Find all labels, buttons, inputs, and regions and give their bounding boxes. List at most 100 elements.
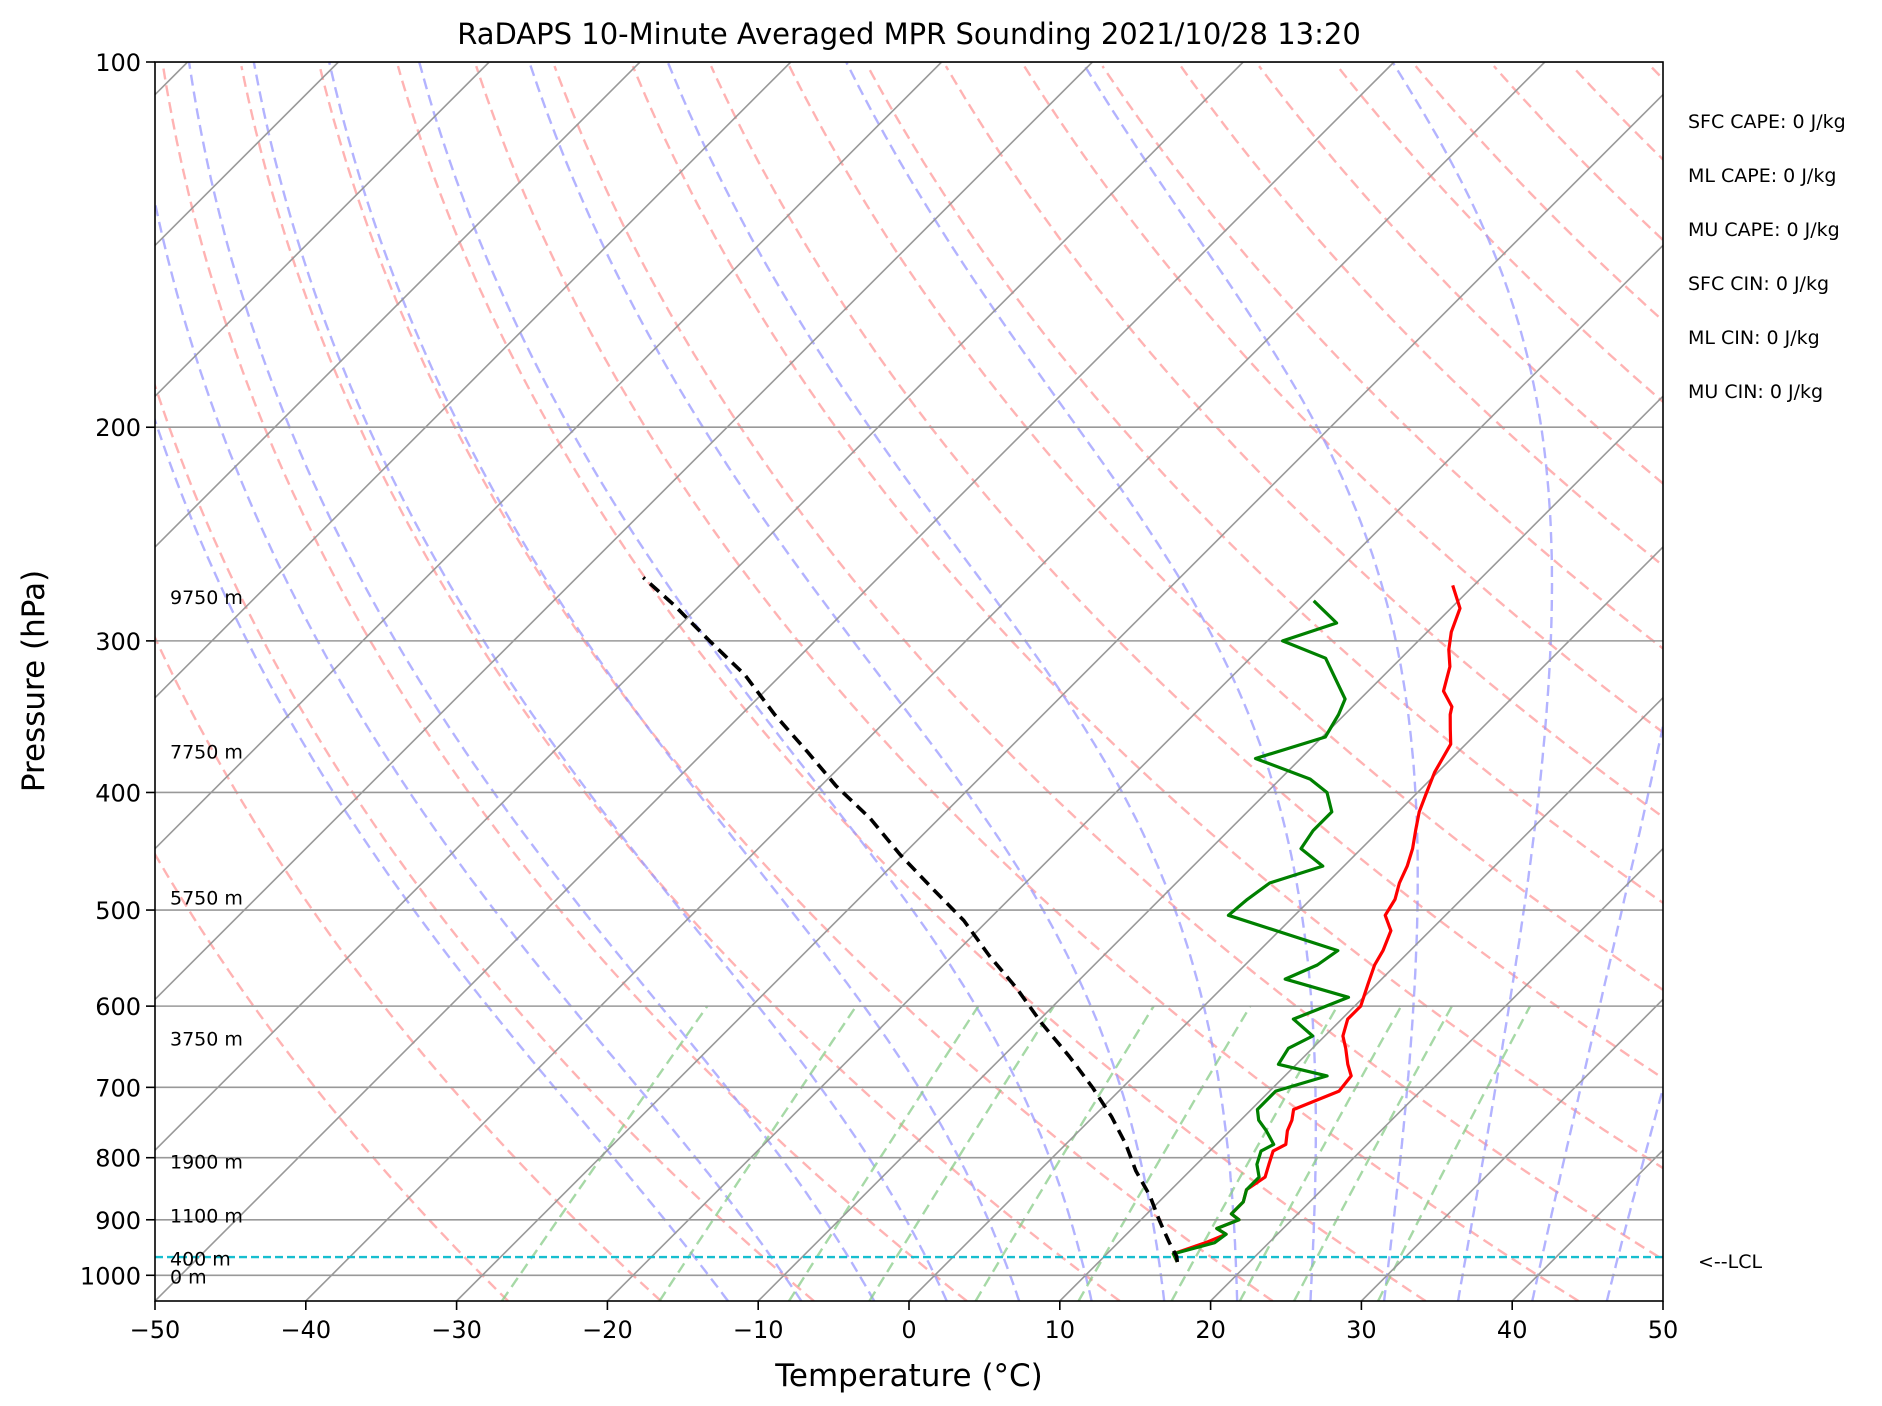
- isotherm-line: [1511, 1149, 1663, 1301]
- y-axis-label: Pressure (hPa): [16, 570, 52, 792]
- isotherm-line: [155, 62, 490, 398]
- isotherm-line: [1662, 1299, 1663, 1301]
- mixing-ratio-line: [1293, 1005, 1453, 1301]
- dry-adiabat-line: [553, 65, 1663, 1261]
- height-label: 1900 m: [170, 1152, 243, 1174]
- stability-index-text: MU CIN: 0 J/kg: [1688, 381, 1823, 403]
- height-label: 1100 m: [170, 1206, 243, 1228]
- y-tick-label: 1000: [80, 1262, 141, 1290]
- stability-index-text: SFC CIN: 0 J/kg: [1688, 273, 1829, 295]
- moist-adiabat-line: [845, 62, 1317, 1301]
- height-label: 400 m: [170, 1249, 231, 1271]
- moist-adiabat-line: [528, 62, 1166, 1301]
- x-tick-label: −50: [130, 1316, 181, 1344]
- x-tick-label: −40: [280, 1316, 331, 1344]
- x-tick-label: 20: [1195, 1316, 1226, 1344]
- y-tick-label: 800: [95, 1145, 141, 1173]
- height-label: 0 m: [170, 1266, 207, 1288]
- dry-adiabat-line: [1258, 65, 1663, 486]
- x-tick-label: −20: [582, 1316, 633, 1344]
- stability-index-text: ML CAPE: 0 J/kg: [1688, 165, 1836, 187]
- reference-lines: [155, 62, 1663, 1301]
- moist-adiabat-line: [155, 416, 729, 1301]
- mixing-ratio-line: [1170, 1005, 1339, 1301]
- dewpoint-line: [1171, 599, 1351, 1263]
- x-tick-label: 40: [1497, 1316, 1528, 1344]
- y-tick-label: 200: [95, 414, 141, 442]
- dry-adiabat-line: [1179, 65, 1663, 568]
- mixing-ratio-line: [1377, 1005, 1532, 1301]
- dry-adiabat-line: [1649, 65, 1663, 81]
- isotherm-line: [155, 62, 1244, 1152]
- dry-adiabat-line: [710, 65, 1663, 1080]
- isotherm-line: [155, 62, 1395, 1301]
- height-labels: 9750 m 7750 m 5750 m 3750 m 1900 m 1100 m 400 …: [170, 587, 243, 1288]
- y-tick-label: 400: [95, 779, 141, 807]
- stability-index-text: ML CIN: 0 J/kg: [1688, 327, 1820, 349]
- dry-adiabat-line: [1414, 65, 1663, 323]
- mixing-ratio-line: [1077, 1005, 1252, 1301]
- mixing-ratio-line: [787, 1005, 980, 1301]
- y-tick-label: 700: [95, 1074, 141, 1102]
- dry-adiabat-line: [788, 65, 1663, 992]
- dry-adiabat-line: [866, 65, 1663, 905]
- dry-adiabat-line: [155, 634, 662, 1301]
- x-tick-label: 0: [901, 1316, 916, 1344]
- isotherm-line: [155, 62, 641, 549]
- moist-adiabat-line: [252, 62, 948, 1301]
- x-axis: −50 −40 −30 −20 −10 0 10 20 30 40 50: [130, 1301, 1678, 1344]
- x-tick-label: −10: [733, 1316, 784, 1344]
- moist-adiabat-line: [1391, 62, 1554, 1301]
- dry-adiabat-line: [631, 65, 1663, 1170]
- height-label: 7750 m: [170, 741, 243, 763]
- isotherm-line: [908, 545, 1663, 1301]
- isotherm-line: [1059, 696, 1663, 1301]
- height-label: 3750 m: [170, 1028, 243, 1050]
- stability-index-text: MU CAPE: 0 J/kg: [1688, 219, 1840, 241]
- y-tick-label: 500: [95, 897, 141, 925]
- dry-adiabat-line: [1571, 65, 1663, 162]
- dry-adiabat-line: [1023, 65, 1663, 734]
- isotherm-line: [155, 62, 792, 699]
- dry-adiabat-line: [1336, 65, 1663, 404]
- isotherm-line: [305, 62, 1546, 1301]
- y-axis: 1000 900 800 700 600 500 400 300 200 100: [80, 49, 155, 1290]
- dry-adiabat-line: [240, 65, 1121, 1301]
- x-tick-label: −30: [431, 1316, 482, 1344]
- stability-indices: SFC CAPE: 0 J/kg ML CAPE: 0 J/kg MU CAPE: …: [1688, 111, 1846, 403]
- moist-adiabat-line: [1531, 720, 1663, 1301]
- height-label: 9750 m: [170, 587, 243, 609]
- dry-adiabat-line: [155, 381, 815, 1301]
- isotherm-line: [155, 62, 1093, 1001]
- chart-title: RaDAPS 10-Minute Averaged MPR Sounding 2…: [457, 17, 1361, 51]
- isotherm-line: [1210, 847, 1663, 1301]
- isotherm-line: [155, 62, 943, 850]
- dry-adiabat-line: [318, 65, 1274, 1301]
- y-tick-label: 100: [95, 49, 141, 77]
- mixing-ratio-line: [658, 1005, 858, 1301]
- moist-adiabat-line: [1605, 1084, 1663, 1301]
- moist-adiabat-line: [155, 197, 803, 1301]
- x-axis-label: Temperature (°C): [774, 1358, 1043, 1394]
- dry-adiabat-line: [475, 65, 1580, 1301]
- mixing-ratio-line: [868, 1005, 1055, 1301]
- sounding-series: [642, 576, 1462, 1263]
- mixing-ratio-line: [1238, 1005, 1403, 1301]
- y-tick-label: 300: [95, 628, 141, 656]
- moist-adiabat-line: [187, 62, 876, 1301]
- stability-index-text: SFC CAPE: 0 J/kg: [1688, 111, 1846, 133]
- isotherm-line: [757, 395, 1663, 1301]
- dry-adiabat-line: [944, 65, 1663, 819]
- dry-adiabat-line: [396, 65, 1427, 1301]
- y-tick-label: 600: [95, 993, 141, 1021]
- dry-adiabat-line: [1493, 65, 1663, 242]
- x-tick-label: 10: [1045, 1316, 1076, 1344]
- parcel-line: [642, 576, 1180, 1263]
- mixing-ratio-line: [500, 1005, 709, 1301]
- moist-adiabat-line: [1081, 62, 1419, 1301]
- x-tick-label: 30: [1346, 1316, 1377, 1344]
- lcl-label: <--LCL: [1698, 1251, 1762, 1273]
- isotherm-line: [456, 93, 1663, 1301]
- moist-adiabat-line: [328, 62, 1021, 1301]
